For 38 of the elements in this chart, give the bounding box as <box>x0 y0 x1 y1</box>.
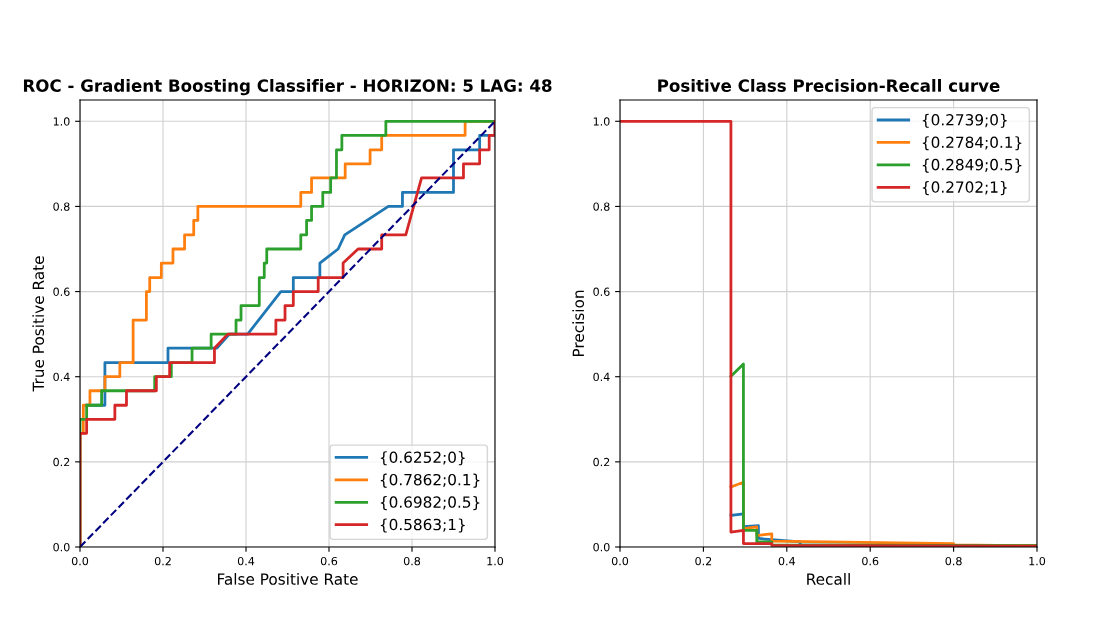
y-axis-title: True Positive Rate <box>32 256 45 392</box>
x-tick-label: 0.2 <box>695 556 712 566</box>
legend-label: {0.6252;0} <box>380 451 465 466</box>
y-tick-label: 0.8 <box>53 202 70 211</box>
chart-title: Positive Class Precision-Recall curve <box>658 79 1000 92</box>
legend-label: {0.2702;1} <box>922 181 1007 196</box>
x-tick-label: 1.0 <box>1029 556 1046 566</box>
chart-title: ROC - Gradient Boosting Classifier - HORIZON: 5 LAG: 48 <box>23 79 552 96</box>
x-axis-title: Recall <box>807 573 850 585</box>
legend-label: {0.5863;1} <box>380 518 465 533</box>
y-tick-label: 0.4 <box>593 372 610 382</box>
x-tick-label: 0.8 <box>945 556 962 566</box>
x-tick-label: 0.6 <box>320 556 338 566</box>
y-tick-label: 1.0 <box>593 117 610 126</box>
y-axis-title: Precision <box>572 290 585 357</box>
legend-label: {0.6982;0.5} <box>380 496 480 511</box>
x-tick-label: 0.4 <box>237 556 255 566</box>
y-tick-label: 0.6 <box>593 287 610 296</box>
legend-label: {0.2739;0} <box>922 113 1007 128</box>
x-tick-label: 0.8 <box>403 556 421 566</box>
legend-label: {0.2849;0.5} <box>922 158 1022 173</box>
y-tick-label: 0.2 <box>53 457 70 467</box>
y-tick-label: 1.0 <box>53 117 70 126</box>
x-tick-label: 0.4 <box>778 556 796 566</box>
x-tick-label: 0.0 <box>611 556 629 566</box>
y-tick-label: 0.6 <box>53 287 70 296</box>
y-tick-label: 0.8 <box>593 202 610 211</box>
x-tick-label: 0.2 <box>154 556 171 566</box>
y-tick-label: 0.4 <box>53 372 70 382</box>
x-tick-label: 0.6 <box>862 556 879 566</box>
x-tick-label: 1.0 <box>487 556 504 566</box>
x-tick-label: 0.0 <box>71 556 89 566</box>
x-axis-title: False Positive Rate <box>218 573 358 585</box>
y-tick-label: 0.0 <box>593 542 610 552</box>
legend-label: {0.2784;0.1} <box>922 136 1022 151</box>
y-tick-label: 0.2 <box>593 457 610 467</box>
legend-label: {0.7862;0.1} <box>380 473 480 488</box>
y-tick-label: 0.0 <box>53 542 70 552</box>
